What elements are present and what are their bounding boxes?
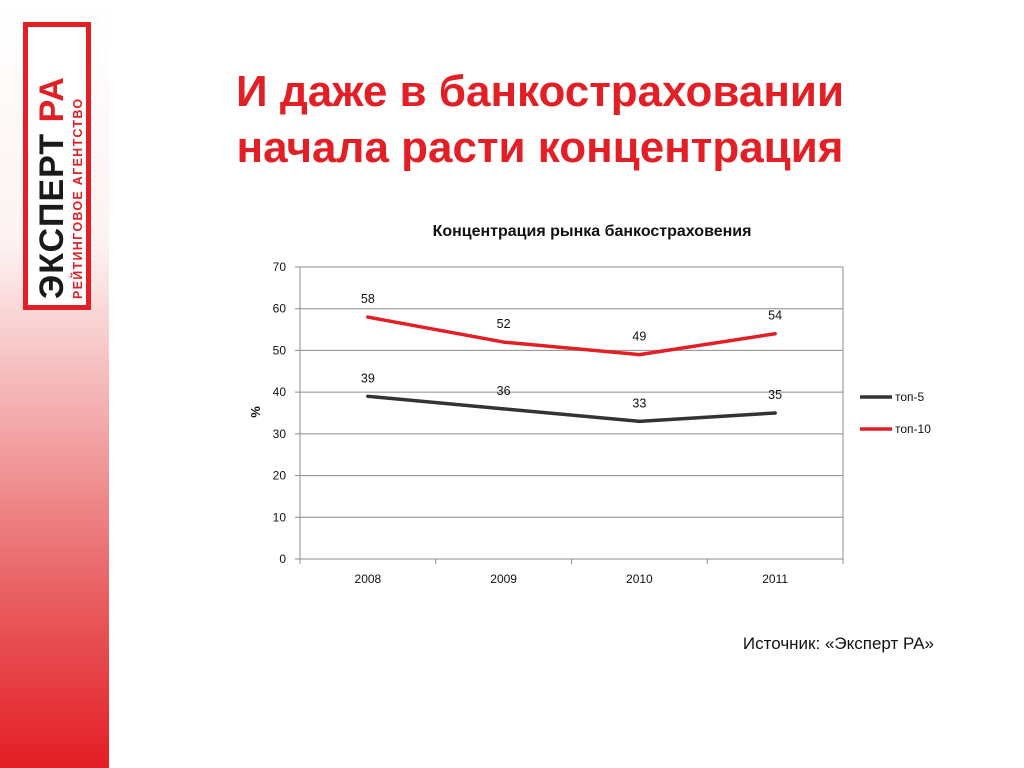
y-tick-label: 20 <box>273 469 287 483</box>
data-point-топ-10 <box>502 340 506 344</box>
data-label-топ-10: 52 <box>497 317 511 331</box>
y-tick-label: 10 <box>273 510 287 524</box>
gridlines <box>300 308 843 518</box>
y-axis-label: % <box>248 406 263 418</box>
x-tick-label: 2010 <box>626 572 653 586</box>
y-tick-label: 50 <box>273 343 287 357</box>
series-line-топ-10 <box>366 315 777 357</box>
legend: топ-5 топ-10 <box>860 390 931 436</box>
data-point-топ-5 <box>502 407 506 411</box>
logo-subtitle: РЕЙТИНГОВОЕ АГЕНТСТВО <box>71 97 85 299</box>
logo-wordmark-dark: ЭКСПЕРТ <box>33 132 71 299</box>
data-point-топ-10 <box>366 315 370 319</box>
source-note: Источник: «Эксперт РА» <box>742 634 934 653</box>
logo-wordmark-red: РА <box>33 76 71 133</box>
legend-label-топ-5: топ-5 <box>895 390 925 404</box>
data-label-топ-5: 36 <box>497 384 511 398</box>
chart-title: Концентрация рынка банкостраховения <box>433 223 752 240</box>
logo-background: ЭКСПЕРТ РА РЕЙТИНГОВОЕ АГЕНТСТВО <box>28 27 86 305</box>
data-label-топ-5: 33 <box>632 396 646 410</box>
x-tick-label: 2011 <box>762 572 788 586</box>
series-layer: 39 36 33 35 58 52 49 54 <box>361 292 782 424</box>
slide-title: И даже в банкостраховании начала расти к… <box>140 64 940 176</box>
data-point-топ-5 <box>637 419 641 423</box>
expert-ra-logo: ЭКСПЕРТ РА РЕЙТИНГОВОЕ АГЕНТСТВО <box>23 22 91 310</box>
data-label-топ-10: 58 <box>361 292 375 306</box>
data-label-топ-5: 35 <box>768 388 782 402</box>
data-point-топ-10 <box>637 353 641 357</box>
x-tick-label: 2008 <box>355 572 382 586</box>
y-tick-label: 40 <box>273 385 287 399</box>
x-tick-label: 2009 <box>490 572 517 586</box>
x-axis-ticks: 2008 2009 2010 2011 <box>299 559 844 586</box>
data-point-топ-10 <box>773 332 777 336</box>
data-label-топ-10: 54 <box>768 309 782 323</box>
y-tick-label: 70 <box>273 260 287 274</box>
data-label-топ-10: 49 <box>632 330 646 344</box>
logo-wordmark: ЭКСПЕРТ РА <box>33 76 71 299</box>
data-label-топ-5: 39 <box>361 371 375 385</box>
slide-title-line-1: И даже в банкостраховании <box>235 67 845 116</box>
legend-label-топ-10: топ-10 <box>895 422 931 436</box>
data-point-топ-5 <box>366 394 370 398</box>
data-point-топ-5 <box>773 411 777 415</box>
slide-title-line-2: начала расти концентрация <box>236 123 844 172</box>
y-axis-ticks: 0 10 20 30 40 50 60 70 <box>273 260 300 566</box>
y-tick-label: 60 <box>273 302 287 316</box>
concentration-line-chart: Концентрация рынка банкостраховения 0 10 2… <box>248 223 931 586</box>
y-tick-label: 0 <box>279 552 286 566</box>
y-tick-label: 30 <box>273 427 287 441</box>
series-line-топ-5 <box>366 394 777 424</box>
